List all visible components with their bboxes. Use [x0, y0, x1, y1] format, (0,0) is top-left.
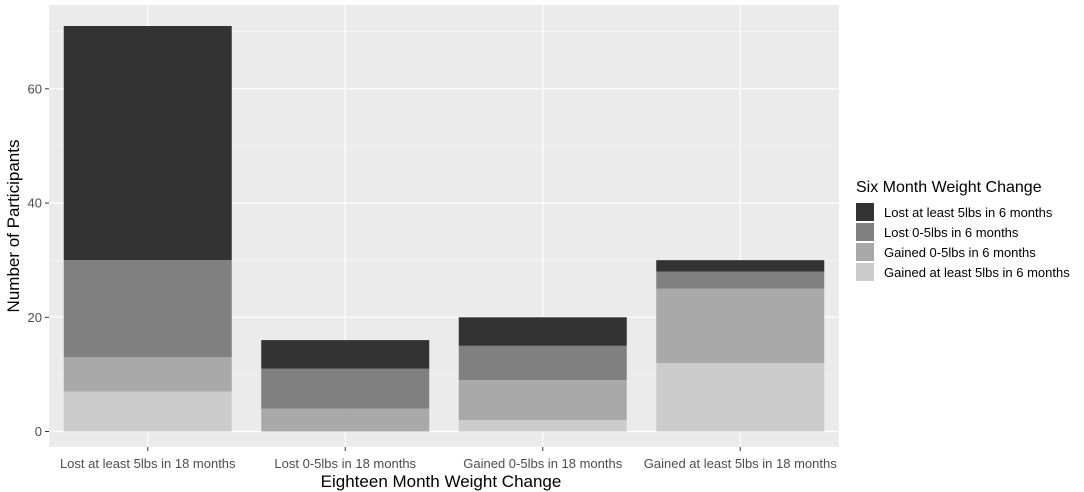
x-tick-label: Lost at least 5lbs in 18 months	[60, 456, 236, 471]
x-tick-label: Gained at least 5lbs in 18 months	[644, 456, 837, 471]
x-axis-ticks: Lost at least 5lbs in 18 months Lost 0-5l…	[60, 447, 837, 471]
bar-segment	[261, 368, 430, 409]
bar-segment	[656, 288, 825, 363]
legend-key	[856, 243, 874, 261]
legend-label: Gained 0-5lbs in 6 months	[884, 245, 1036, 260]
bar-segment	[458, 345, 627, 381]
legend-key	[856, 203, 874, 221]
bar-segment	[458, 380, 627, 421]
legend-key	[856, 223, 874, 241]
bar-segment	[63, 357, 232, 392]
legend-title: Six Month Weight Change	[856, 179, 1042, 196]
y-tick-label: 0	[35, 424, 42, 439]
y-tick-label: 60	[28, 81, 42, 96]
x-axis-title: Eighteen Month Weight Change	[321, 472, 562, 491]
y-axis-title: Number of Participants	[4, 140, 23, 313]
x-tick-label: Gained 0-5lbs in 18 months	[463, 456, 622, 471]
y-tick-label: 20	[28, 310, 42, 325]
legend-label: Gained at least 5lbs in 6 months	[884, 265, 1070, 280]
bar-segment	[656, 260, 825, 272]
bar-segment	[63, 26, 232, 261]
legend-key	[856, 263, 874, 281]
legend-label: Lost 0-5lbs in 6 months	[884, 225, 1019, 240]
bar-segment	[458, 420, 627, 432]
legend-label: Lost at least 5lbs in 6 months	[884, 205, 1053, 220]
bar-segment	[261, 408, 430, 432]
bar-segment	[656, 362, 825, 432]
x-tick-label: Lost 0-5lbs in 18 months	[274, 456, 416, 471]
bar-segment	[63, 391, 232, 432]
bars	[63, 26, 825, 432]
bar-segment	[656, 271, 825, 289]
bar-segment	[458, 317, 627, 346]
y-axis-ticks: 0 20 40 60	[28, 81, 49, 439]
bar-segment	[63, 260, 232, 358]
y-tick-label: 40	[28, 196, 42, 211]
bar-segment	[261, 340, 430, 369]
legend: Lost at least 5lbs in 6 months Lost 0-5lb…	[856, 203, 1070, 281]
